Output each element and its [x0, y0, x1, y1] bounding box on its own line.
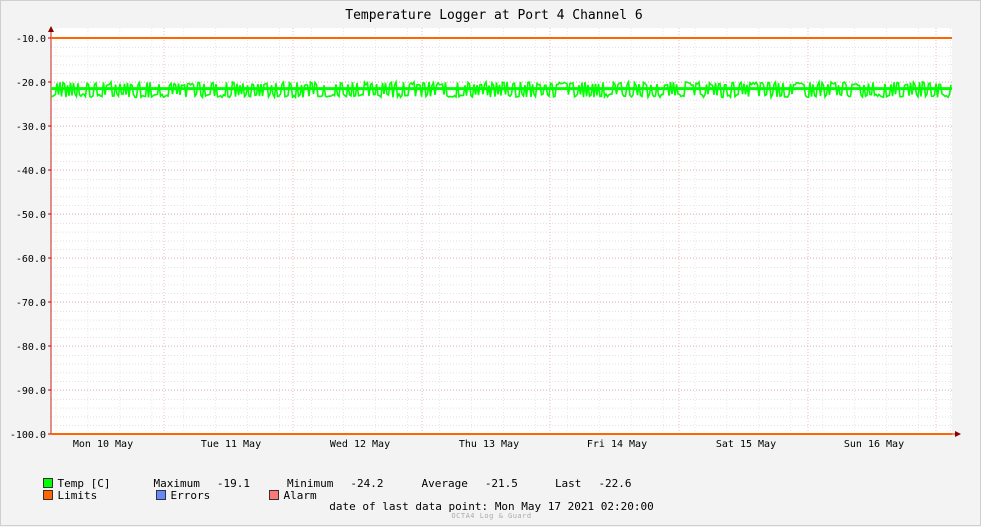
stat-avg-label: Average	[421, 477, 468, 490]
x-tick-label: Wed 12 May	[330, 439, 390, 450]
legend-row-2: Limits Errors Alarm	[16, 476, 317, 515]
y-tick-label: -90.0	[16, 386, 46, 397]
y-tick-label: -10.0	[16, 34, 46, 45]
y-tick-label: -100.0	[10, 430, 46, 441]
limits-swatch	[42, 490, 53, 500]
alarm-swatch	[268, 490, 279, 500]
stat-max-label: Maximum	[153, 477, 200, 490]
x-axis-arrow	[955, 431, 961, 437]
chart-title: Temperature Logger at Port 4 Channel 6	[345, 8, 642, 23]
temp-series-line	[50, 78, 952, 101]
legend-row-1: Temp [C] Maximum -19.1 Minimum -24.2 Average -…	[16, 464, 632, 503]
watermark: OCTA4 Log & Guard	[451, 512, 532, 520]
stat-max-value: -19.1	[216, 477, 250, 490]
y-tick-label: -60.0	[16, 254, 46, 265]
y-tick-label: -30.0	[16, 122, 46, 133]
errors-swatch	[155, 490, 166, 500]
y-tick-label: -40.0	[16, 166, 46, 177]
y-tick-label: -80.0	[16, 342, 46, 353]
legend-errors: Errors	[170, 489, 211, 502]
x-tick-label: Sun 16 May	[844, 439, 904, 450]
stat-avg-value: -21.5	[484, 477, 518, 490]
x-tick-label: Mon 10 May	[73, 439, 133, 450]
legend-temp: Temp [C]	[57, 477, 111, 490]
stat-last-value: -22.6	[598, 477, 632, 490]
legend-alarm: Alarm	[283, 489, 317, 502]
x-tick-label: Thu 13 May	[459, 439, 519, 450]
last-data-point-value: Mon May 17 2021 02:20:00	[494, 500, 654, 513]
y-tick-label: -20.0	[16, 78, 46, 89]
last-data-point: date of last data point: Mon May 17 2021…	[1, 500, 981, 513]
x-tick-label: Tue 11 May	[201, 439, 261, 450]
y-tick-label: -70.0	[16, 298, 46, 309]
x-tick-label: Fri 14 May	[587, 439, 647, 450]
stat-min-value: -24.2	[350, 477, 384, 490]
temp-swatch	[42, 478, 53, 488]
last-data-point-label: date of last data point:	[329, 500, 489, 513]
legend-limits: Limits	[57, 489, 98, 502]
y-tick-label: -50.0	[16, 210, 46, 221]
stat-last-label: Last	[554, 477, 582, 490]
y-axis-arrow	[48, 26, 54, 32]
x-tick-label: Sat 15 May	[716, 439, 776, 450]
stat-min-label: Minimum	[286, 477, 334, 490]
